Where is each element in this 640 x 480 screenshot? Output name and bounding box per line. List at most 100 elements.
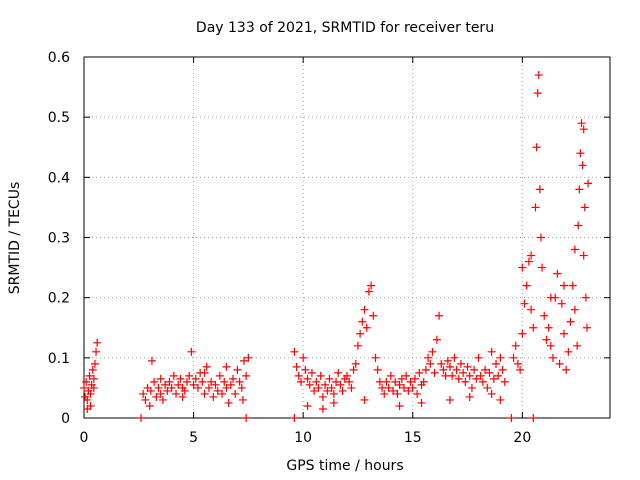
- data-point: [489, 374, 498, 383]
- data-point: [498, 365, 507, 374]
- data-point: [555, 359, 564, 368]
- data-point: [211, 380, 220, 389]
- data-point: [136, 414, 145, 422]
- data-point: [294, 371, 303, 380]
- y-axis-label: SRMTID / TECUs: [7, 182, 23, 295]
- data-point: [549, 353, 558, 362]
- data-point: [367, 281, 376, 290]
- x-tick-label: 20: [513, 430, 531, 446]
- data-point: [86, 389, 95, 398]
- data-point: [454, 374, 463, 383]
- y-tick-label: 0.2: [48, 291, 70, 307]
- data-point: [417, 398, 426, 407]
- data-point: [85, 371, 94, 380]
- data-point: [568, 281, 577, 290]
- data-point: [538, 263, 547, 272]
- data-point: [443, 356, 452, 365]
- data-point: [371, 353, 380, 362]
- data-point: [204, 383, 213, 392]
- data-point: [314, 383, 323, 392]
- data-point: [224, 398, 233, 407]
- data-point: [452, 365, 461, 374]
- data-point: [527, 251, 536, 260]
- data-point: [476, 371, 485, 380]
- data-point: [356, 329, 365, 338]
- data-point: [389, 386, 398, 395]
- data-point: [141, 395, 150, 404]
- data-point: [83, 395, 92, 404]
- data-point: [430, 368, 439, 377]
- data-point: [544, 323, 553, 332]
- data-point: [156, 374, 165, 383]
- data-point: [576, 149, 585, 158]
- data-point: [380, 389, 389, 398]
- data-point: [559, 281, 568, 290]
- data-point: [474, 353, 483, 362]
- data-point: [439, 365, 448, 374]
- y-tick-label: 0.5: [48, 110, 70, 126]
- data-point: [174, 380, 183, 389]
- data-point: [542, 335, 551, 344]
- data-point: [146, 386, 155, 395]
- data-point: [534, 71, 543, 80]
- data-point: [577, 119, 586, 128]
- data-point: [150, 377, 159, 386]
- data-point: [513, 359, 522, 368]
- data-point: [536, 233, 545, 242]
- data-point: [233, 365, 242, 374]
- plot-frame: [83, 56, 611, 419]
- data-point: [202, 362, 211, 371]
- data-point: [296, 377, 305, 386]
- data-point: [532, 143, 541, 152]
- y-tick-label: 0: [61, 411, 70, 427]
- data-point: [369, 311, 378, 320]
- data-point: [485, 368, 494, 377]
- data-point: [428, 347, 437, 356]
- data-point: [178, 392, 187, 401]
- x-tick-labels: 0 5 10 15 20: [80, 430, 532, 446]
- data-point: [180, 386, 189, 395]
- data-point: [329, 398, 338, 407]
- axis-ticks: [83, 56, 610, 419]
- data-point: [465, 392, 474, 401]
- x-tick-label: 5: [189, 430, 198, 446]
- data-point: [222, 362, 231, 371]
- data-point: [239, 356, 248, 365]
- data-point: [226, 380, 235, 389]
- data-point: [564, 347, 573, 356]
- data-point: [364, 287, 373, 296]
- data-point: [459, 368, 468, 377]
- chart-title: Day 133 of 2021, SRMTID for receiver ter…: [196, 20, 494, 36]
- data-point: [362, 323, 371, 332]
- data-point: [310, 386, 319, 395]
- data-point: [553, 269, 562, 278]
- data-point: [496, 353, 505, 362]
- data-point: [292, 362, 301, 371]
- data-point: [393, 389, 402, 398]
- data-point: [165, 377, 174, 386]
- data-point: [570, 245, 579, 254]
- data-point: [518, 329, 527, 338]
- data-point: [470, 365, 479, 374]
- x-tick-label: 0: [80, 430, 89, 446]
- data-point: [566, 317, 575, 326]
- data-point: [424, 353, 433, 362]
- data-point: [413, 389, 422, 398]
- data-point: [336, 380, 345, 389]
- data-point: [472, 374, 481, 383]
- data-point: [410, 374, 419, 383]
- data-point: [200, 368, 209, 377]
- data-point: [345, 377, 354, 386]
- data-point: [408, 383, 417, 392]
- data-point: [242, 371, 251, 380]
- data-point: [237, 383, 246, 392]
- data-point: [578, 161, 587, 170]
- data-point: [89, 374, 98, 383]
- data-point: [161, 380, 170, 389]
- data-point: [360, 395, 369, 404]
- data-point: [492, 359, 501, 368]
- data-point: [463, 362, 472, 371]
- data-point: [167, 383, 176, 392]
- data-point: [535, 185, 544, 194]
